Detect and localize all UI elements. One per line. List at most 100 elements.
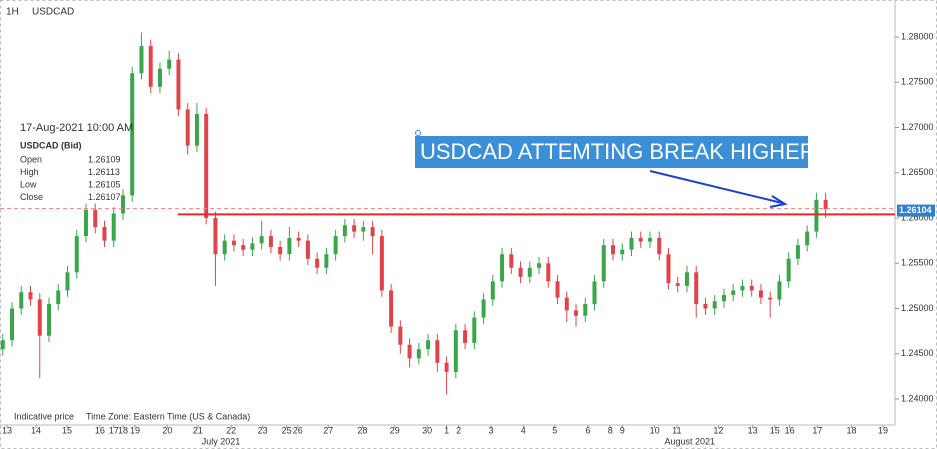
- x-tick-label: 4: [521, 425, 526, 435]
- candle-body: [102, 227, 107, 241]
- x-tick-label: 13: [2, 425, 12, 435]
- candle-body: [758, 290, 763, 298]
- candle-body: [721, 294, 726, 302]
- annotation-box: [415, 136, 808, 168]
- candle-body: [361, 227, 366, 232]
- candle-body: [555, 281, 560, 298]
- candle-body: [389, 290, 394, 327]
- candle-body: [268, 236, 273, 247]
- x-tick-label: 23: [258, 425, 268, 435]
- price-tag-label: 1.26104: [899, 205, 932, 215]
- candle-body: [407, 344, 412, 359]
- candle-body: [324, 254, 329, 268]
- candle-body: [176, 59, 181, 110]
- y-tick-label: 1.27000: [901, 122, 934, 132]
- candle-body: [620, 249, 625, 255]
- candle-body: [83, 209, 88, 237]
- x-tick-label: 1: [444, 425, 449, 435]
- candle-body: [574, 310, 579, 316]
- candle-body: [231, 240, 236, 246]
- candle-body: [490, 281, 495, 300]
- month-label: July 2021: [202, 436, 241, 446]
- symbol: USDCAD: [32, 7, 74, 18]
- x-tick-label: 21: [193, 425, 203, 435]
- candle-body: [731, 290, 736, 295]
- x-tick-label: 14: [31, 425, 41, 435]
- plot-area: [0, 32, 828, 395]
- x-tick-label: 30: [422, 425, 432, 435]
- candle-body: [315, 258, 320, 268]
- x-tick-label: 18: [847, 425, 857, 435]
- footer-note: Time Zone: Eastern Time (US & Canada): [86, 411, 250, 421]
- x-tick-label: 15: [770, 425, 780, 435]
- candle-body: [583, 303, 588, 316]
- annotation-arrow: [649, 170, 783, 204]
- x-tick-label: 27: [323, 425, 333, 435]
- x-tick-label: 22: [226, 425, 236, 435]
- candle-body: [481, 299, 486, 318]
- candle-body: [416, 349, 421, 359]
- candle-body: [601, 245, 606, 282]
- candle-body: [694, 272, 699, 304]
- candle-body: [786, 258, 791, 282]
- candle-body: [647, 237, 652, 242]
- candle-body: [426, 340, 431, 350]
- x-tick-label: 12: [713, 425, 723, 435]
- candle-body: [463, 330, 468, 343]
- candle-body: [564, 297, 569, 311]
- info-label: Low: [20, 179, 37, 189]
- x-tick-label: 19: [878, 425, 888, 435]
- x-tick-label: 15: [62, 425, 72, 435]
- candle-body: [814, 199, 819, 232]
- y-tick-label: 1.26000: [901, 212, 934, 222]
- candle-body: [130, 73, 135, 196]
- candle-body: [749, 285, 754, 291]
- candle-body: [222, 240, 227, 255]
- info-heading: USDCAD (Bid): [20, 140, 82, 150]
- candle-body: [629, 237, 634, 250]
- y-tick-label: 1.28000: [901, 31, 934, 41]
- interval: 1H: [6, 7, 19, 18]
- candle-body: [370, 227, 375, 237]
- candle-body: [278, 246, 283, 255]
- candle-body: [250, 243, 255, 250]
- x-tick-label: 10: [650, 425, 660, 435]
- candle-body: [666, 254, 671, 284]
- candle-body: [777, 281, 782, 300]
- candle-body: [823, 199, 828, 209]
- candle-body: [657, 237, 662, 255]
- candle-body: [305, 240, 310, 259]
- candle-body: [435, 340, 440, 363]
- candle-body: [703, 303, 708, 309]
- candle-body: [296, 237, 301, 241]
- x-tick-label: 13: [748, 425, 758, 435]
- x-tick-label: 11: [672, 425, 681, 435]
- candle-body: [352, 225, 357, 232]
- annotation: USDCAD ATTEMTING BREAK HIGHER: [420, 139, 816, 164]
- candle-body: [592, 281, 597, 304]
- y-tick-label: 1.26500: [901, 167, 934, 177]
- info-value: 1.26107: [88, 192, 121, 202]
- candle-body: [10, 308, 15, 341]
- x-tick-label: 17: [812, 425, 822, 435]
- candle-body: [472, 317, 477, 343]
- x-tick-label: 25: [282, 425, 292, 435]
- info-datetime: 17-Aug-2021 10:00 AM: [20, 122, 133, 134]
- x-tick-label: 8: [608, 425, 613, 435]
- y-tick-label: 1.24000: [901, 393, 934, 403]
- candle-body: [148, 46, 153, 87]
- x-tick-label: 18: [118, 425, 128, 435]
- price-tag: [897, 204, 935, 217]
- info-value: 1.26105: [88, 179, 121, 189]
- y-tick-label: 1.25000: [901, 303, 934, 313]
- candle-body: [47, 303, 52, 336]
- candle-body: [342, 225, 347, 237]
- candle-body: [259, 236, 264, 244]
- x-tick-label: 5: [552, 425, 557, 435]
- annotation-handle: [415, 130, 421, 136]
- candle-body: [93, 209, 98, 228]
- candle-body: [805, 231, 810, 246]
- info-value: 1.26113: [88, 167, 120, 177]
- candle-body: [509, 254, 514, 268]
